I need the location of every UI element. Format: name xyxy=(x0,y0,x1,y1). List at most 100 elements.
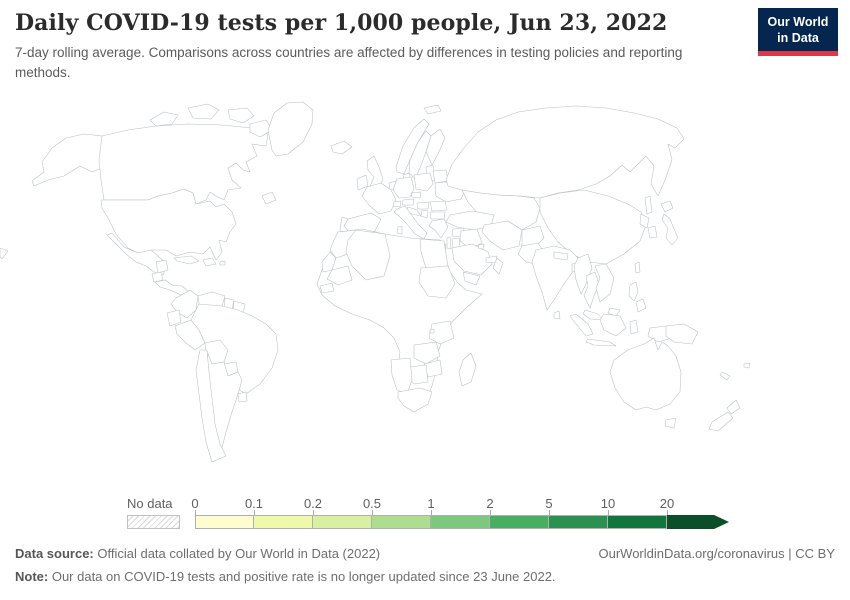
country-indochina[interactable] xyxy=(594,263,615,303)
legend-segment-0.2-0.5[interactable] xyxy=(313,515,372,529)
country-afghanistan[interactable] xyxy=(521,225,545,249)
country-germany[interactable] xyxy=(392,176,415,199)
country-arctic-islands[interactable] xyxy=(187,103,220,120)
country-tanzania[interactable] xyxy=(428,320,455,345)
country-myanmar[interactable] xyxy=(573,253,593,295)
country-yucatan[interactable] xyxy=(155,259,169,274)
country-new-zealand[interactable] xyxy=(708,411,734,432)
country-guatemala[interactable] xyxy=(151,271,164,283)
country-arctic-islands[interactable] xyxy=(227,107,255,124)
legend-segment-5-10[interactable] xyxy=(549,515,608,529)
country-serbia[interactable] xyxy=(420,209,429,219)
country-brazil[interactable] xyxy=(190,303,279,395)
legend-no-data-swatch[interactable] xyxy=(127,515,180,529)
country-japan[interactable] xyxy=(661,213,679,246)
country-israel[interactable] xyxy=(446,236,452,250)
legend-segment-0.1-0.2[interactable] xyxy=(254,515,313,529)
country-belarus[interactable] xyxy=(432,169,449,184)
country-algeria[interactable] xyxy=(345,229,391,281)
country-south-africa[interactable] xyxy=(397,387,433,413)
country-india[interactable] xyxy=(531,245,579,311)
country-sakhalin[interactable] xyxy=(644,195,653,215)
country-indonesia[interactable] xyxy=(585,338,617,347)
country-cuba[interactable] xyxy=(173,255,200,265)
country-malaysia[interactable] xyxy=(582,309,604,321)
country-indonesia[interactable] xyxy=(629,319,639,335)
country-hungary[interactable] xyxy=(416,201,430,210)
legend-segment-0.5-1[interactable] xyxy=(372,515,431,529)
country-western-sahara[interactable] xyxy=(321,251,337,273)
country-austria[interactable] xyxy=(401,198,415,206)
country-arctic-islands[interactable] xyxy=(149,111,179,127)
country-japan[interactable] xyxy=(660,200,674,213)
legend-segment-0-0.1[interactable] xyxy=(195,515,254,529)
country-uruguay[interactable] xyxy=(237,391,248,403)
country-alaska[interactable] xyxy=(31,133,106,187)
country-iran[interactable] xyxy=(481,220,523,251)
footer-link[interactable]: OurWorldinData.org/coronavirus | CC BY xyxy=(598,546,835,561)
country-indonesia[interactable] xyxy=(569,313,594,337)
country-sri-lanka[interactable] xyxy=(553,310,561,320)
country-greece[interactable] xyxy=(428,218,449,239)
legend-segment-10-20[interactable] xyxy=(608,515,667,529)
country-rwanda[interactable] xyxy=(429,328,435,334)
country-oman[interactable] xyxy=(492,257,504,275)
legend-tick-label: 5 xyxy=(545,496,553,511)
country-ireland[interactable] xyxy=(356,174,369,191)
country-czech[interactable] xyxy=(410,191,422,199)
country-yemen[interactable] xyxy=(462,271,481,286)
country-taiwan[interactable] xyxy=(634,261,641,274)
country-south-korea[interactable] xyxy=(647,225,658,239)
country-ecuador[interactable] xyxy=(166,309,182,327)
country-sudan[interactable] xyxy=(418,265,456,299)
legend-segment-20+[interactable] xyxy=(667,515,729,529)
country-senegal[interactable] xyxy=(319,282,335,294)
country-left-sliver[interactable] xyxy=(0,247,9,260)
country-madagascar[interactable] xyxy=(458,352,477,387)
country-indonesia[interactable] xyxy=(599,313,627,337)
country-france[interactable] xyxy=(361,182,397,215)
footer-source-line: Data source: Official data collated by O… xyxy=(15,544,835,564)
country-australia[interactable] xyxy=(609,337,682,411)
country-kuwait[interactable] xyxy=(477,243,485,250)
country-north-korea[interactable] xyxy=(639,213,650,229)
country-saudi[interactable] xyxy=(451,243,493,276)
country-philippines[interactable] xyxy=(628,281,639,302)
legend-segment-2-5[interactable] xyxy=(490,515,549,529)
country-nepal[interactable] xyxy=(553,251,569,261)
country-turkey[interactable] xyxy=(445,210,495,231)
country-romania[interactable] xyxy=(429,200,448,212)
country-new-caledonia[interactable] xyxy=(719,371,731,381)
country-costa-rica-panama[interactable] xyxy=(154,279,190,296)
owid-logo-line1: Our World xyxy=(767,15,829,29)
country-namibia[interactable] xyxy=(390,357,413,395)
legend-tick-mark xyxy=(313,510,314,515)
country-svalbard[interactable] xyxy=(423,104,442,115)
owid-logo[interactable]: Our World in Data xyxy=(758,8,838,57)
country-poland[interactable] xyxy=(413,172,434,192)
country-russia[interactable] xyxy=(445,105,685,199)
legend-segment-1-2[interactable] xyxy=(431,515,490,529)
country-mauritania[interactable] xyxy=(326,265,353,286)
country-puerto-rico[interactable] xyxy=(219,260,226,266)
country-norway[interactable] xyxy=(395,118,430,175)
country-greenland[interactable] xyxy=(267,101,314,157)
country-switzerland[interactable] xyxy=(392,200,402,208)
country-bulgaria[interactable] xyxy=(429,211,446,220)
country-thailand[interactable] xyxy=(583,271,600,309)
country-zambia[interactable] xyxy=(413,341,441,365)
country-china-mongolia[interactable] xyxy=(539,189,647,265)
country-philippines[interactable] xyxy=(635,298,647,313)
country-chile[interactable] xyxy=(195,349,227,463)
country-hispaniola[interactable] xyxy=(202,257,217,267)
country-italy[interactable] xyxy=(396,225,403,235)
country-newfoundland[interactable] xyxy=(261,191,277,205)
country-tasmania[interactable] xyxy=(664,417,677,429)
country-arctic-islands[interactable] xyxy=(249,119,273,138)
country-new-zealand[interactable] xyxy=(726,399,741,415)
country-iceland[interactable] xyxy=(330,140,353,155)
country-papua-new-guinea[interactable] xyxy=(665,323,699,345)
country-fiji[interactable] xyxy=(743,362,751,369)
legend-tick-label: 0.2 xyxy=(303,496,323,511)
